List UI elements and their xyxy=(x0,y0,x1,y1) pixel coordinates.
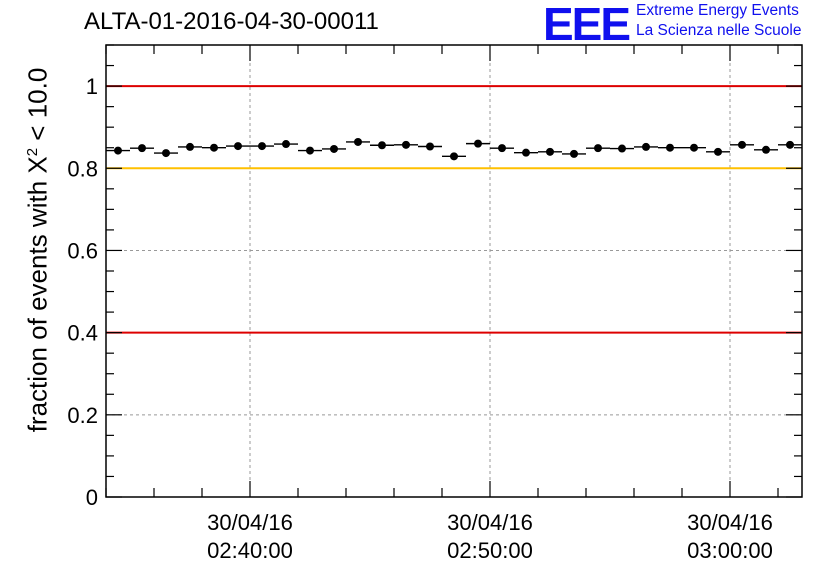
data-point-marker xyxy=(474,139,482,148)
data-point-19 xyxy=(562,149,586,158)
data-point-marker xyxy=(330,144,338,153)
eee-logo-line2: La Scienza nelle Scuole xyxy=(636,22,802,39)
x-tick-label-time-0: 02:40:00 xyxy=(207,538,293,563)
data-point-15 xyxy=(466,139,490,148)
x-tick-label-date-1: 30/04/16 xyxy=(447,510,533,535)
data-point-1 xyxy=(130,144,154,153)
eee-logo: EEE xyxy=(543,0,631,46)
plot-frame xyxy=(105,44,803,498)
x-tick-label-time-1: 02:50:00 xyxy=(447,538,533,563)
data-point-marker xyxy=(162,149,170,158)
data-point-marker xyxy=(714,147,722,156)
data-point-marker xyxy=(354,137,362,146)
y-tick-label-5: 1 xyxy=(86,74,98,99)
data-point-marker xyxy=(234,142,242,151)
data-point-12 xyxy=(394,140,418,149)
x-tick-label-date-2: 30/04/16 xyxy=(687,510,773,535)
data-point-marker xyxy=(498,144,506,153)
y-tick-label-4: 0.8 xyxy=(67,156,98,181)
x-tick-label-date-0: 30/04/16 xyxy=(207,510,293,535)
data-point-24 xyxy=(682,143,706,152)
data-point-marker xyxy=(402,140,410,149)
data-point-27 xyxy=(754,145,778,154)
tick-labels: 0 0.2 0.4 0.6 0.8 1 30/04/16 02:40:00 30/04/16 02… xyxy=(67,74,772,563)
data-point-3 xyxy=(178,142,202,151)
data-point-8 xyxy=(298,146,322,155)
data-point-20 xyxy=(586,144,610,153)
data-point-26 xyxy=(730,140,754,149)
data-point-marker xyxy=(426,142,434,151)
data-point-2 xyxy=(154,149,178,158)
data-point-13 xyxy=(418,142,442,151)
data-point-marker xyxy=(546,147,554,156)
data-point-23 xyxy=(658,143,682,152)
data-point-marker xyxy=(186,142,194,151)
data-point-11 xyxy=(370,141,394,150)
data-point-marker xyxy=(762,145,770,154)
data-point-marker xyxy=(138,144,146,153)
data-point-marker xyxy=(282,140,290,149)
data-point-17 xyxy=(514,148,538,157)
data-points xyxy=(106,137,802,161)
data-point-28 xyxy=(778,140,802,149)
data-point-marker xyxy=(738,140,746,149)
y-tick-label-3: 0.6 xyxy=(67,238,98,263)
data-point-22 xyxy=(634,142,658,151)
data-point-marker xyxy=(378,141,386,150)
data-point-21 xyxy=(610,144,634,153)
eee-logo-text: EEE xyxy=(543,0,629,46)
data-point-10 xyxy=(346,137,370,146)
data-point-4 xyxy=(202,143,226,152)
data-point-marker xyxy=(642,142,650,151)
data-point-5 xyxy=(226,142,250,151)
data-point-marker xyxy=(666,143,674,152)
eee-logo-caption: Extreme Energy Events La Scienza nelle S… xyxy=(636,1,801,41)
data-point-marker xyxy=(210,143,218,152)
data-point-marker xyxy=(786,140,794,149)
x-tick-label-time-2: 03:00:00 xyxy=(687,538,773,563)
data-point-marker xyxy=(570,149,578,158)
data-point-marker xyxy=(258,142,266,151)
data-point-18 xyxy=(538,147,562,156)
data-point-6 xyxy=(250,142,274,151)
y-tick-label-1: 0.2 xyxy=(67,403,98,428)
chart-title: ALTA-01-2016-04-30-00011 xyxy=(84,8,379,35)
data-point-marker xyxy=(594,144,602,153)
data-point-14 xyxy=(442,152,466,161)
grid-layer xyxy=(106,45,802,497)
data-point-9 xyxy=(322,144,346,153)
data-point-0 xyxy=(106,146,130,155)
data-point-marker xyxy=(618,144,626,153)
data-point-16 xyxy=(490,144,514,153)
data-point-marker xyxy=(450,152,458,161)
axis-ticks xyxy=(105,44,802,498)
data-point-marker xyxy=(522,148,530,157)
reference-lines xyxy=(106,85,802,334)
data-point-25 xyxy=(706,147,730,156)
data-point-marker xyxy=(690,143,698,152)
data-point-7 xyxy=(274,140,298,149)
data-point-marker xyxy=(306,146,314,155)
eee-logo-line1: Extreme Energy Events xyxy=(636,2,799,19)
data-point-marker xyxy=(114,146,122,155)
y-tick-label-0: 0 xyxy=(86,485,98,510)
y-tick-label-2: 0.4 xyxy=(67,321,98,346)
